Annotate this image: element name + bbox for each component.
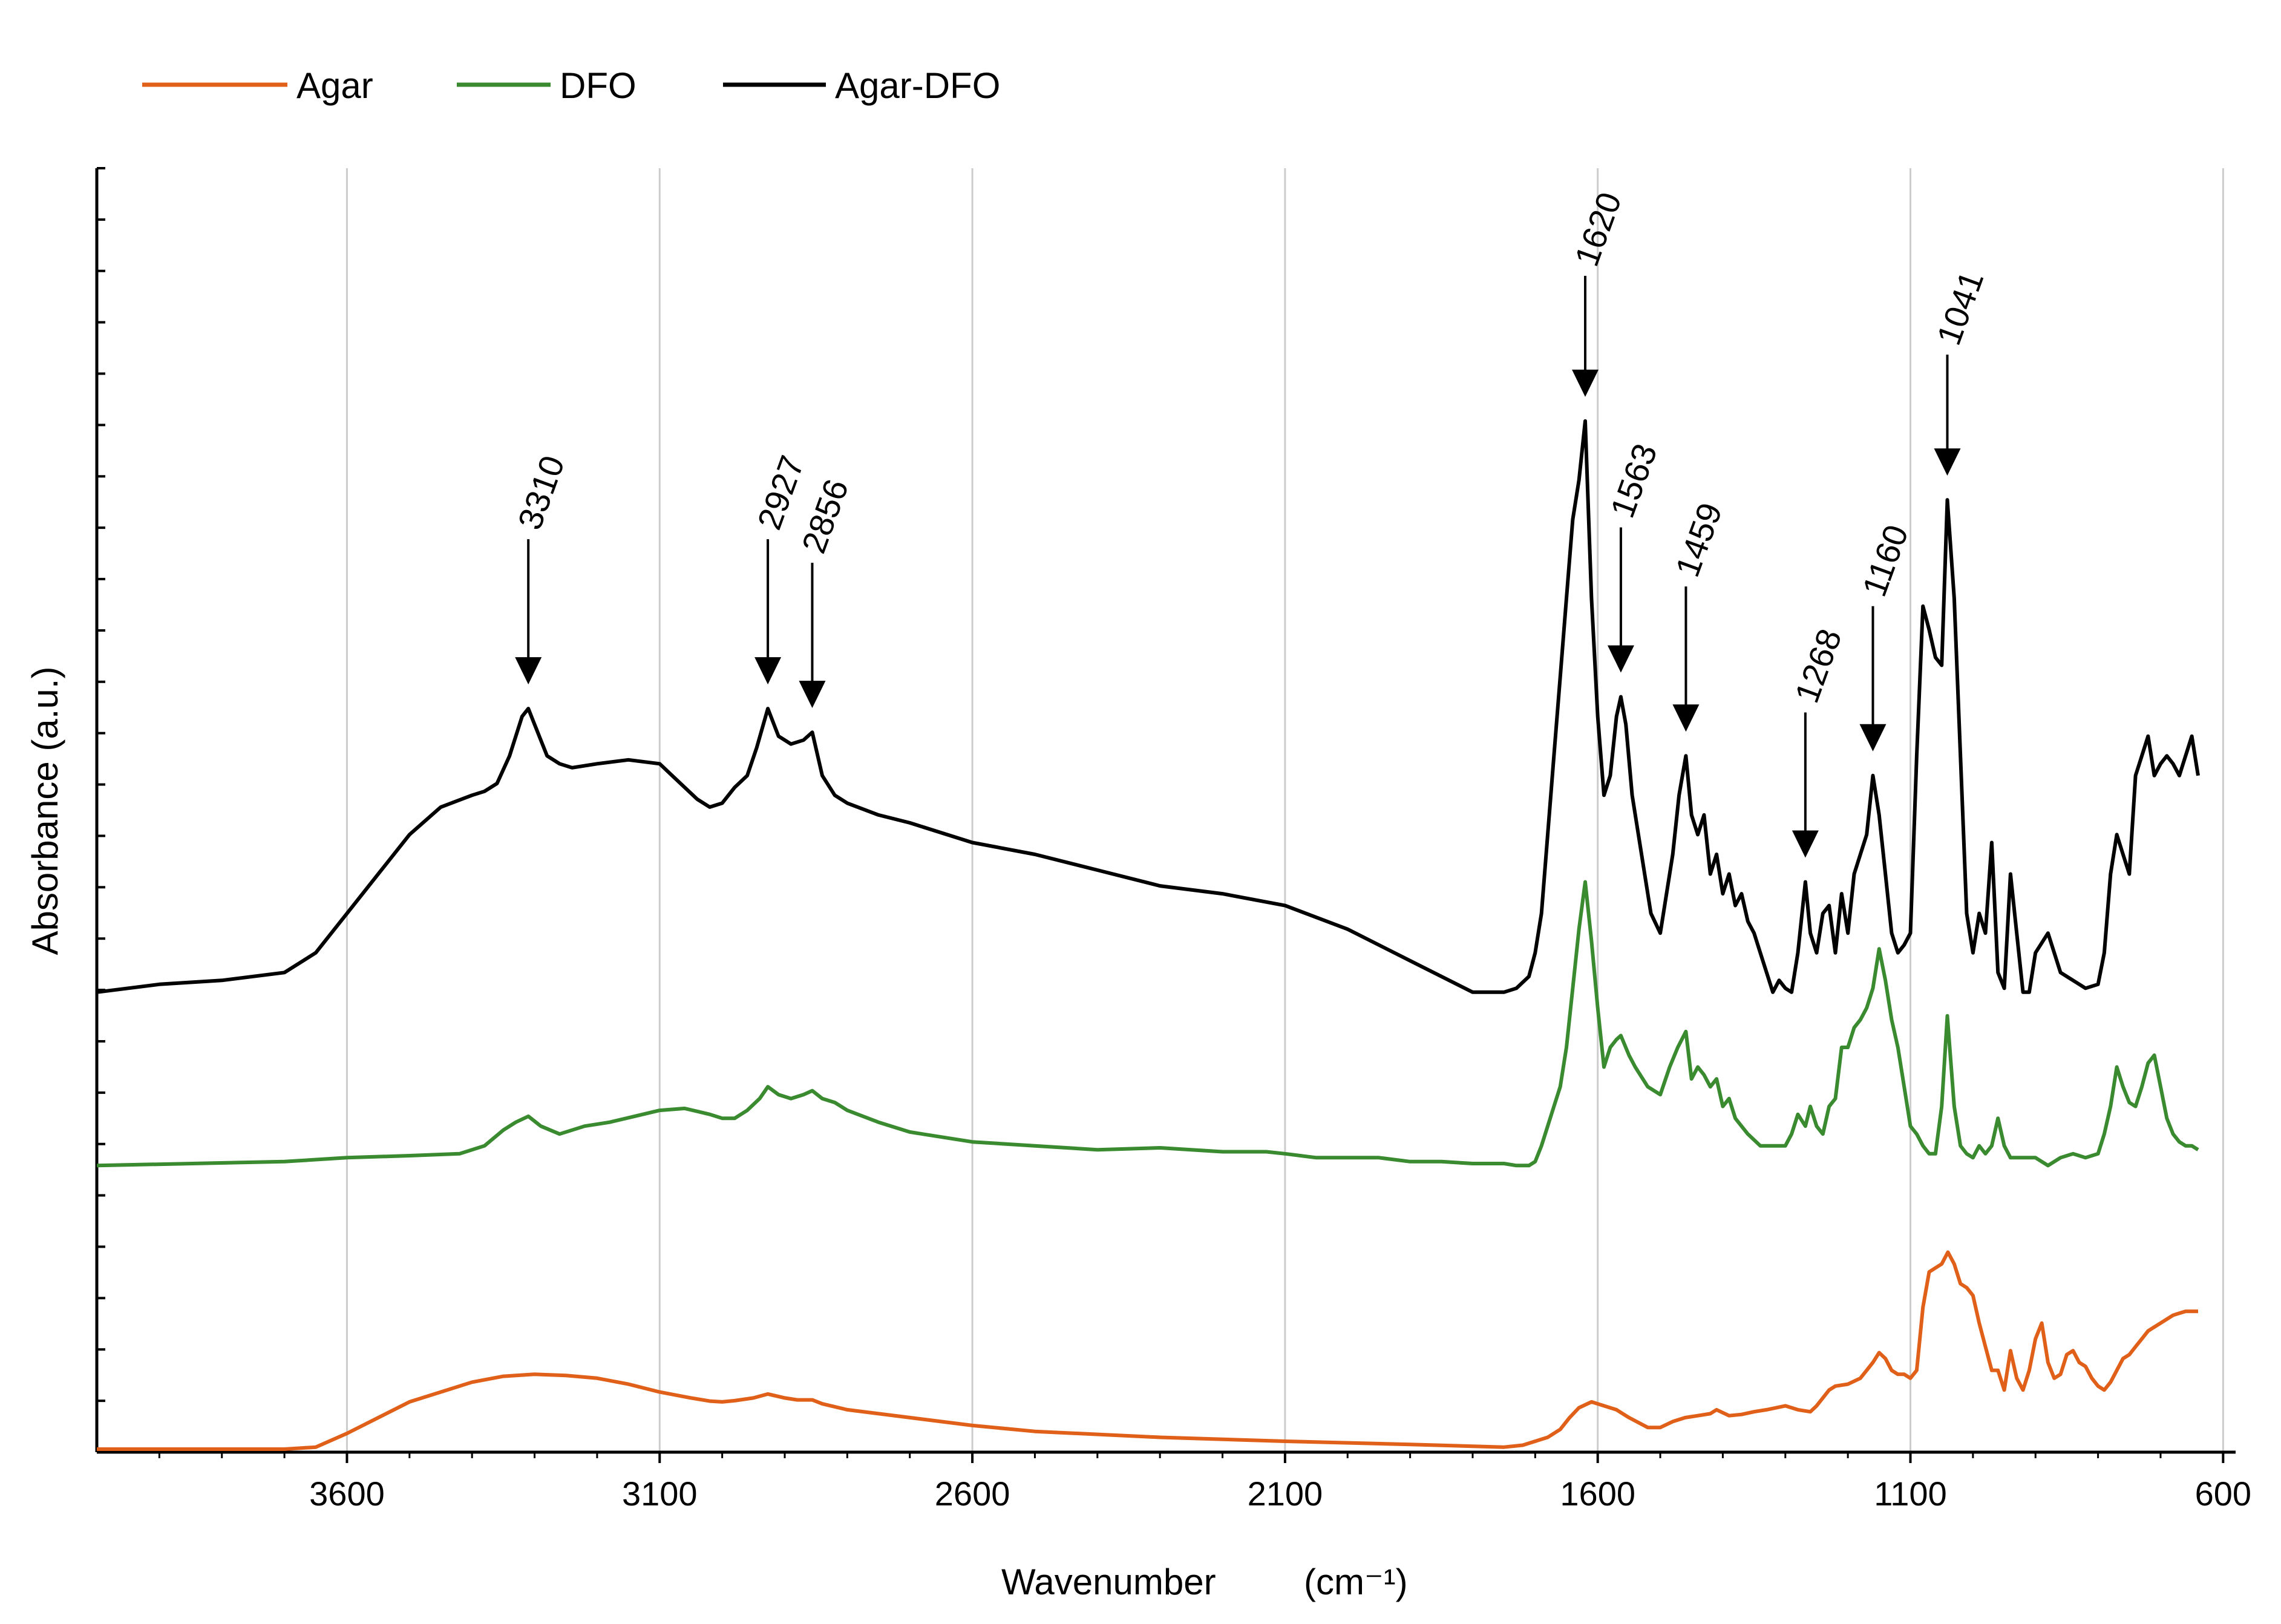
peak-annotation-2856: 2856 [794,474,856,709]
legend-label-agar: Agar [296,65,373,106]
peak-annotation-1160: 1160 [1855,520,1916,751]
annotation-arrowhead [515,657,542,685]
annotation-arrowhead [1607,645,1634,673]
annotation-arrowhead [754,657,782,685]
annotation-label: 1620 [1567,187,1629,271]
x-tick-label: 2600 [935,1475,1010,1513]
legend: Agar DFO Agar-DFO [142,65,1000,106]
x-tick-label: 1600 [1560,1475,1635,1513]
series-line-agar [97,1250,2198,1451]
x-axis-title-unit: (cm⁻¹) [1304,1562,1408,1602]
series-line-agar-dfo [96,419,2200,994]
peak-annotation-1459: 1459 [1668,498,1730,732]
annotation-label: 1459 [1668,498,1730,582]
peak-annotation-3310: 3310 [510,451,572,685]
peak-annotation-1563: 1563 [1603,439,1664,673]
legend-label-agar-dfo: Agar-DFO [835,65,1000,106]
annotation-arrowhead [1859,724,1887,751]
y-axis-ticks [97,167,105,1453]
annotation-label: 2856 [794,474,856,558]
spectra [96,419,2200,1451]
x-tick-label: 2100 [1248,1475,1323,1513]
series-line-dfo [96,880,2199,1168]
annotation-label: 1268 [1787,624,1849,708]
y-axis-title: Absorbance (a.u.) [25,667,65,955]
x-tick-label: 3600 [309,1475,385,1513]
peak-annotation-2927: 2927 [750,451,811,685]
x-tick-label: 1100 [1874,1475,1946,1513]
annotation-arrowhead [1792,830,1819,858]
peak-annotation-1041: 1041 [1929,266,1991,476]
legend-label-dfo: DFO [560,65,637,106]
vertical-gridlines [345,168,2224,1452]
annotation-arrowhead [1934,448,1961,476]
annotation-label: 1563 [1603,439,1664,523]
x-axis-ticks: 3600 3100 2600 2100 1600 1100 600 [158,1452,2251,1513]
x-axis-title: Wavenumber [1001,1562,1216,1602]
peak-annotation-1268: 1268 [1787,624,1849,858]
annotation-arrowhead [799,681,826,709]
annotation-label: 1041 [1929,266,1991,350]
annotation-arrowhead [1572,369,1599,397]
annotation-label: 1160 [1855,520,1916,601]
annotation-arrowhead [1672,704,1700,732]
x-tick-label: 600 [2195,1475,2251,1513]
annotation-label: 3310 [510,451,572,535]
x-tick-label: 3100 [622,1475,698,1513]
axes: 3600 3100 2600 2100 1600 1100 600 [95,167,2251,1513]
